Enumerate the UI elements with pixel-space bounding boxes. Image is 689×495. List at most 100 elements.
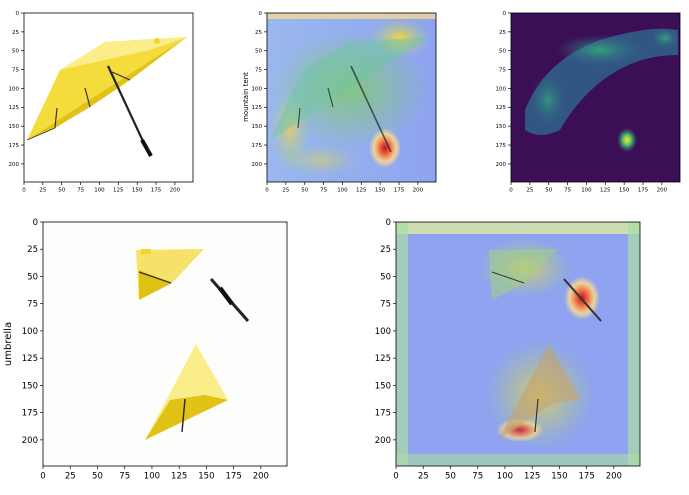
umbrella-image (26, 37, 187, 157)
x-tick-label: 125 (356, 188, 367, 194)
panel-saliency-top (510, 12, 681, 183)
x-tick-label: 0 (509, 188, 513, 194)
x-tick-label: 25 (418, 472, 429, 482)
x-tick-label: 200 (170, 188, 181, 194)
x-tick-label: 175 (638, 188, 649, 194)
x-tick-label: 200 (253, 472, 269, 482)
y-tick-label: 0 (16, 11, 20, 17)
x-tick-label: 100 (94, 188, 105, 194)
x-tick-label: 50 (301, 188, 308, 194)
x-tick-label: 150 (619, 188, 630, 194)
x-tick-label: 75 (564, 188, 571, 194)
x-tick-label: 175 (579, 472, 595, 482)
y-tick-label: 150 (375, 381, 391, 391)
x-tick-label: 75 (77, 188, 84, 194)
y-tick-label: 150 (252, 124, 263, 130)
y-tick-label: 50 (499, 49, 506, 55)
x-tick-label: 0 (40, 472, 45, 482)
x-tick-label: 75 (119, 472, 130, 482)
panel-cam-bottom (395, 221, 641, 467)
x-tick-label: 150 (198, 472, 214, 482)
y-tick-label: 150 (22, 381, 38, 391)
y-tick-label: 25 (27, 245, 38, 255)
y-tick-label: 125 (496, 105, 507, 111)
x-tick-label: 25 (65, 472, 76, 482)
y-tick-label: 75 (380, 300, 391, 310)
y-tick-label: 0 (33, 218, 38, 228)
y-tick-label: 75 (499, 68, 506, 74)
axes-layer: 0 25 50 75 100 125 150 175 200 0 25 50 75 100 125 150 17… (9, 11, 668, 482)
y-tick-label: 100 (22, 327, 38, 337)
panel-cam-top (266, 12, 437, 183)
y-tick-label: 25 (380, 245, 391, 255)
umbrella-fragments (136, 249, 250, 440)
y-tick-label: 0 (386, 218, 391, 228)
y-tick-label: 50 (255, 49, 262, 55)
x-tick-label: 125 (171, 472, 187, 482)
y-tick-label: 75 (27, 300, 38, 310)
x-tick-label: 150 (375, 188, 386, 194)
y-tick-label: 200 (496, 162, 507, 168)
x-tick-label: 200 (606, 472, 622, 482)
y-tick-label: 125 (375, 354, 391, 364)
y-tick-label: 50 (12, 49, 19, 55)
y-tick-label: 0 (259, 11, 263, 17)
x-tick-label: 125 (113, 188, 124, 194)
y-tick-label: 200 (375, 436, 391, 446)
x-tick-label: 50 (58, 188, 65, 194)
panel-perturbed-image (42, 221, 288, 467)
y-tick-label: 150 (496, 124, 507, 130)
x-tick-label: 50 (445, 472, 456, 482)
y-tick-label: 25 (255, 30, 262, 36)
x-tick-label: 200 (413, 188, 424, 194)
y-tick-label: 25 (499, 30, 506, 36)
y-tick-label: 100 (252, 86, 263, 92)
y-tick-label: 0 (503, 11, 507, 17)
x-tick-label: 125 (600, 188, 611, 194)
y-tick-label: 50 (27, 272, 38, 282)
y-tick-label: 175 (496, 143, 507, 149)
y-tick-label: 100 (375, 327, 391, 337)
y-tick-label: 200 (22, 436, 38, 446)
y-tick-label: 125 (22, 354, 38, 364)
panel-original-image (23, 12, 194, 183)
y-tick-label: 150 (9, 124, 20, 130)
x-tick-label: 0 (393, 472, 398, 482)
x-tick-label: 25 (39, 188, 46, 194)
ylabel-mountain-tent: mountain tent (242, 72, 250, 122)
x-tick-label: 75 (320, 188, 327, 194)
x-tick-label: 175 (226, 472, 242, 482)
x-tick-label: 175 (151, 188, 162, 194)
y-tick-label: 175 (252, 143, 263, 149)
y-tick-label: 200 (252, 162, 263, 168)
ylabel-umbrella: umbrella (3, 322, 14, 366)
y-tick-label: 125 (252, 105, 263, 111)
x-tick-label: 100 (581, 188, 592, 194)
x-tick-label: 50 (92, 472, 103, 482)
x-tick-label: 175 (394, 188, 405, 194)
x-tick-label: 100 (497, 472, 513, 482)
x-tick-label: 0 (22, 188, 26, 194)
x-tick-label: 25 (282, 188, 289, 194)
x-tick-label: 75 (472, 472, 483, 482)
x-tick-label: 100 (144, 472, 160, 482)
x-tick-label: 50 (545, 188, 552, 194)
y-tick-label: 175 (22, 409, 38, 419)
y-tick-label: 100 (9, 86, 20, 92)
y-tick-label: 25 (12, 30, 19, 36)
y-tick-label: 50 (380, 272, 391, 282)
x-tick-label: 200 (657, 188, 668, 194)
y-tick-label: 100 (496, 86, 507, 92)
y-tick-label: 75 (255, 68, 262, 74)
x-tick-label: 150 (551, 472, 567, 482)
y-tick-label: 125 (9, 105, 20, 111)
x-tick-label: 150 (132, 188, 143, 194)
y-tick-label: 175 (9, 143, 20, 149)
x-tick-label: 125 (524, 472, 540, 482)
y-tick-label: 75 (12, 68, 19, 74)
x-tick-label: 0 (265, 188, 269, 194)
x-tick-label: 25 (526, 188, 533, 194)
y-tick-label: 175 (375, 409, 391, 419)
y-tick-label: 200 (9, 162, 20, 168)
